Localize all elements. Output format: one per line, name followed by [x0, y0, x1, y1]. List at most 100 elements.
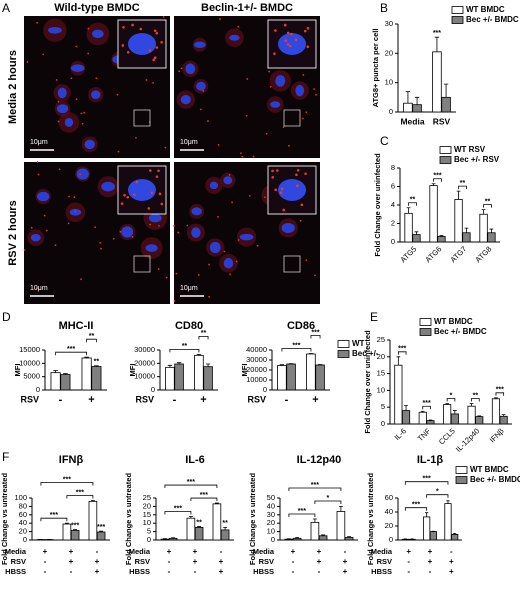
roi-box: [133, 255, 151, 273]
significance: *: [436, 489, 439, 496]
error-bar: [406, 207, 411, 214]
y-tick-label: 5: [381, 402, 385, 411]
x-tick-label: +: [312, 394, 318, 406]
puncta: [79, 173, 81, 176]
significance: ***: [433, 30, 441, 37]
nucleus: [278, 33, 306, 55]
puncta: [217, 143, 220, 146]
puncta: [148, 49, 152, 52]
significance: ***: [496, 387, 504, 394]
error-bar: [167, 364, 173, 368]
y-tick-label: 20: [377, 352, 385, 361]
nucleus: [91, 90, 101, 99]
y-tick-label: 4: [391, 200, 395, 209]
puncta: [208, 263, 210, 266]
condition-label: Media: [5, 547, 27, 556]
puncta: [158, 224, 160, 227]
significance: ***: [423, 400, 431, 407]
puncta: [36, 161, 39, 163]
puncta: [35, 287, 38, 290]
y-tick-label: 10: [143, 518, 151, 527]
error-bar: [223, 527, 228, 530]
puncta: [314, 274, 316, 277]
puncta: [294, 38, 298, 42]
significance: ***: [292, 342, 300, 349]
y-axis-label: ATG8+ puncta per cell: [371, 29, 380, 108]
x-tick-label: +: [200, 394, 206, 406]
condition-sign: -: [96, 547, 99, 556]
bracket: [55, 351, 88, 356]
panel-letter: A: [2, 1, 10, 15]
bar: [194, 527, 204, 541]
y-tick-label: 6: [391, 181, 395, 190]
y-axis-label: MFI: [128, 364, 137, 377]
y-tick-label: 30: [385, 19, 393, 28]
bracket: [446, 398, 456, 402]
significance: ***: [433, 173, 441, 180]
roi-box: [133, 109, 151, 127]
legend-swatch: [419, 328, 432, 336]
bar: [426, 420, 435, 425]
puncta: [57, 120, 60, 123]
x-tick-label: ATG8: [473, 244, 493, 264]
condition-label: Media: [129, 547, 151, 556]
significance: ***: [412, 502, 420, 509]
puncta: [119, 230, 122, 233]
error-bar: [494, 397, 498, 399]
y-tick-label: 10000: [246, 375, 267, 384]
bracket: [404, 481, 449, 485]
puncta: [252, 155, 255, 158]
puncta: [237, 25, 240, 28]
nucleus: [278, 179, 306, 201]
chart-title: IL-12p40: [297, 454, 342, 466]
puncta: [116, 93, 119, 96]
legend-swatch: [451, 6, 464, 14]
puncta: [55, 79, 58, 81]
bar: [475, 416, 484, 425]
condition-label: RSV: [259, 557, 274, 566]
puncta: [268, 70, 271, 73]
x-tick-label: ATG6: [423, 244, 443, 264]
puncta: [228, 173, 231, 176]
y-tick-label: 20000: [246, 365, 267, 374]
error-bar: [405, 91, 411, 104]
column-title: Wild-type BMDC: [54, 2, 140, 14]
bar: [404, 212, 413, 243]
puncta: [131, 23, 134, 27]
puncta: [173, 225, 175, 227]
error-bar: [453, 410, 457, 414]
bar: [462, 232, 471, 243]
puncta: [148, 169, 152, 172]
bracket: [404, 507, 428, 511]
error-bar: [188, 516, 193, 519]
condition-sign: +: [95, 567, 100, 576]
puncta: [126, 195, 130, 199]
bracket: [422, 405, 431, 410]
y-tick-label: 0: [391, 237, 395, 246]
bar: [70, 529, 80, 541]
error-bar: [420, 410, 425, 413]
puncta: [75, 98, 78, 101]
bracket: [164, 511, 192, 515]
puncta: [246, 78, 249, 80]
puncta: [175, 272, 178, 275]
puncta: [273, 52, 276, 55]
error-bar: [214, 502, 219, 504]
nucleus: [47, 26, 62, 34]
condition-sign: +: [193, 557, 198, 566]
bar: [194, 354, 204, 391]
puncta: [68, 195, 70, 198]
y-tick-label: 15000: [19, 345, 40, 354]
significance: ***: [423, 476, 431, 483]
bracket: [86, 338, 97, 343]
x-tick-label: ATG5: [398, 244, 418, 264]
chart-title: CD80: [175, 320, 203, 332]
y-tick-label: 0: [389, 535, 393, 544]
bracket: [408, 202, 417, 206]
legend-swatch: [439, 146, 452, 154]
puncta: [165, 276, 168, 279]
nucleus: [196, 81, 206, 91]
bracket: [433, 178, 442, 182]
y-tick-label: 25: [143, 493, 151, 502]
puncta: [75, 45, 78, 48]
